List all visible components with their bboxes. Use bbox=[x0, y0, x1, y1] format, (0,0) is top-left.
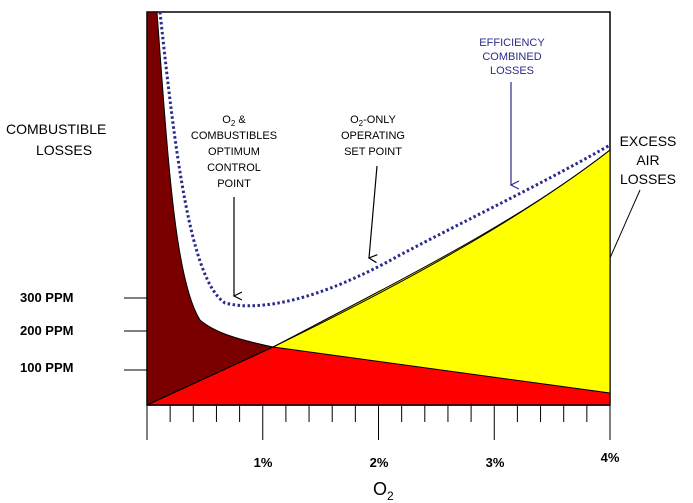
efficiency-label: LOSSES bbox=[490, 65, 534, 77]
excess-air-line bbox=[146, 149, 611, 406]
y-tick-label: 300 PPM bbox=[20, 290, 73, 305]
o2only-arrow bbox=[369, 165, 378, 258]
optimum-label: COMBUSTIBLES bbox=[191, 130, 277, 142]
optimum-label: CONTROL bbox=[207, 162, 261, 174]
efficiency-combined-curve bbox=[158, 11, 611, 308]
y-tick-label: 200 PPM bbox=[20, 323, 73, 338]
optimum-label: OPTIMUM bbox=[208, 146, 260, 158]
excess-air-label: AIR bbox=[636, 152, 659, 168]
x-tick-label: 1% bbox=[254, 455, 273, 470]
x-tick-label: 3% bbox=[486, 455, 505, 470]
x-axis-title: O2 bbox=[373, 479, 394, 503]
efficiency-label: EFFICIENCY bbox=[479, 37, 545, 49]
x-tick-label: 2% bbox=[370, 455, 389, 470]
efficiency-label: COMBINED bbox=[482, 51, 541, 63]
x-tick-label: 4% bbox=[601, 450, 620, 465]
y-tick-label: 100 PPM bbox=[20, 360, 73, 375]
x-axis-ticks bbox=[146, 405, 611, 440]
o2only-label: SET POINT bbox=[344, 146, 402, 158]
o2only-label: OPERATING bbox=[341, 130, 405, 142]
optimum-label: O2 & bbox=[222, 114, 246, 128]
optimum-label: POINT bbox=[217, 178, 251, 190]
excess-air-label: LOSSES bbox=[620, 171, 676, 187]
y-axis-title: LOSSES bbox=[36, 142, 92, 158]
y-axis-title: COMBUSTIBLE bbox=[6, 121, 106, 137]
excess-air-label: EXCESS bbox=[620, 133, 677, 149]
excess-air-pointer bbox=[609, 189, 641, 259]
combustible-losses-region bbox=[146, 11, 275, 406]
o2only-label: O2-ONLY bbox=[350, 114, 396, 128]
